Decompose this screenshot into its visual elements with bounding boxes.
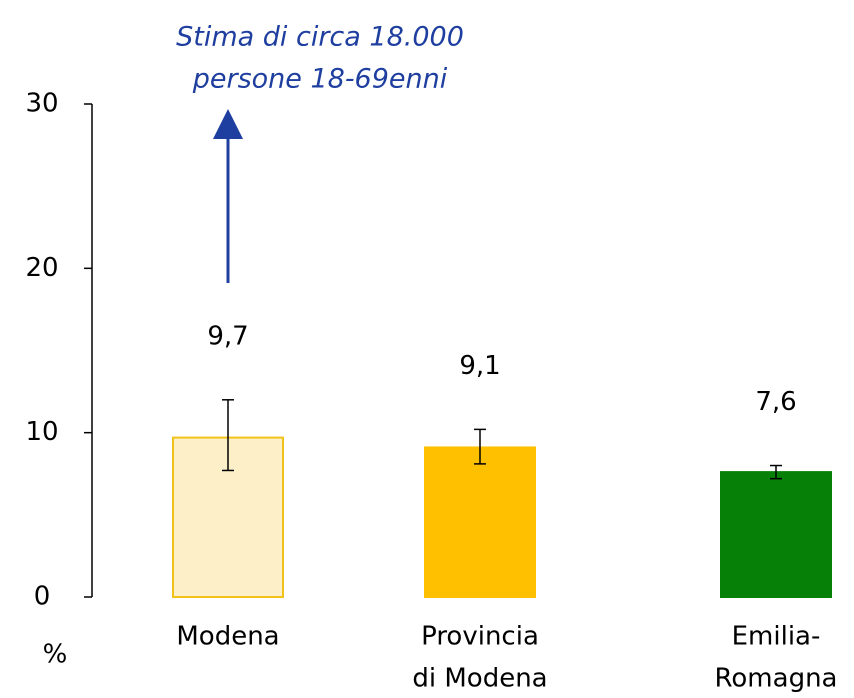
value-label: 9,1 (459, 351, 500, 381)
value-label: 7,6 (755, 387, 796, 417)
x-tick-label: di Modena (412, 664, 547, 694)
y-tick-label: 20 (25, 253, 58, 283)
x-tick-label: Romagna (715, 664, 838, 694)
bar (720, 471, 832, 598)
bar (424, 446, 536, 598)
y-tick-label: 10 (25, 417, 58, 447)
y-tick-label: 30 (25, 89, 58, 119)
x-tick-label: Emilia- (732, 622, 821, 652)
y-tick-label: 0 (34, 582, 51, 612)
value-label: 9,7 (207, 321, 248, 351)
annotation: Stima di circa 18.000 (176, 22, 464, 53)
annotation: persone 18-69enni (192, 64, 448, 95)
x-tick-label: Provincia (421, 622, 539, 652)
x-tick-label: Modena (176, 622, 279, 652)
y-axis-label: % (43, 640, 68, 670)
